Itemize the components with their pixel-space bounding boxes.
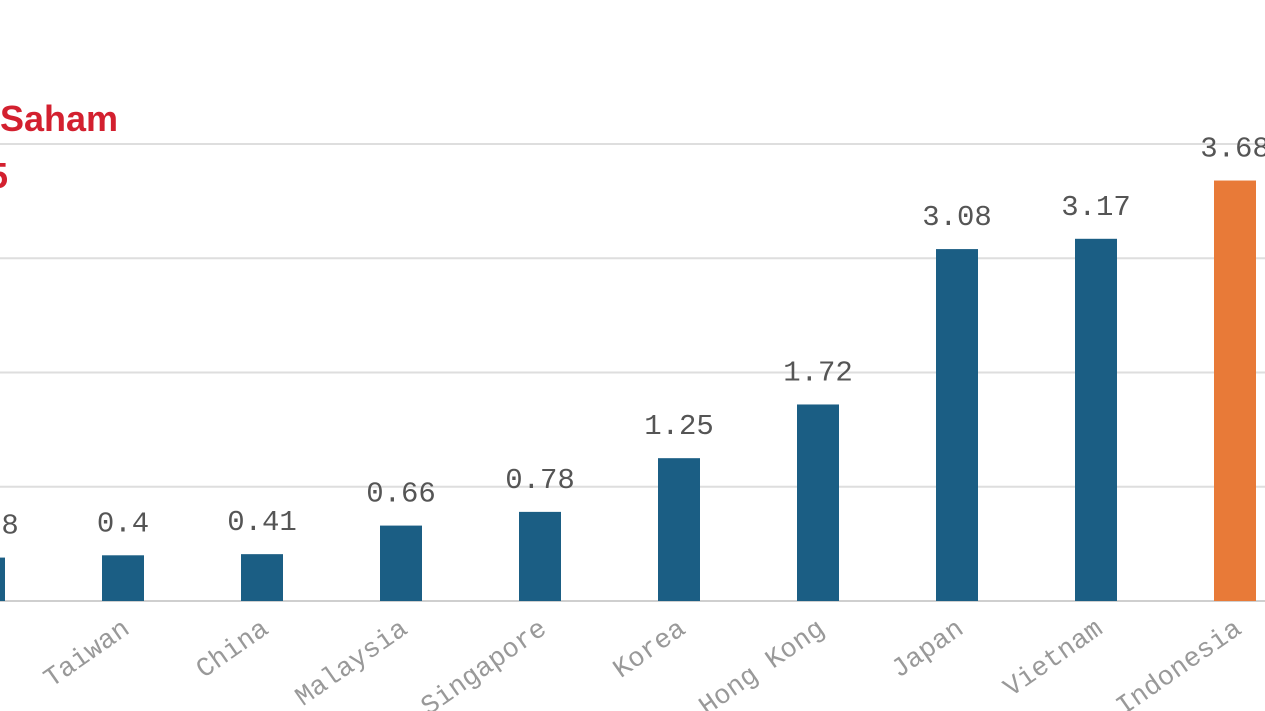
bar [936, 249, 978, 601]
bar [797, 404, 839, 601]
value-label: 0.78 [505, 464, 575, 497]
bar [1075, 238, 1117, 601]
bar [102, 555, 144, 601]
value-label: 0.38 [0, 510, 19, 543]
value-label: 0.66 [366, 478, 436, 511]
bar [519, 511, 561, 601]
bar [380, 525, 422, 601]
bar [0, 557, 5, 601]
bar [1214, 180, 1256, 602]
chart-title: 5 [0, 155, 8, 196]
value-label: 3.68 [1200, 133, 1265, 166]
value-label: 1.72 [783, 356, 853, 389]
value-label: 1.25 [644, 410, 714, 443]
bar [658, 458, 700, 601]
value-label: 0.4 [97, 507, 149, 540]
value-label: 3.17 [1061, 191, 1131, 224]
value-label: 0.41 [227, 506, 297, 539]
value-label: 3.08 [922, 201, 992, 234]
bar [241, 554, 283, 601]
chart-title: Saham [0, 98, 118, 139]
